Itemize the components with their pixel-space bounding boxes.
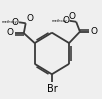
Text: O: O [7, 29, 14, 37]
Text: O: O [12, 18, 19, 27]
Text: O: O [69, 12, 76, 21]
Text: methoxy: methoxy [52, 19, 68, 23]
Text: methoxy: methoxy [2, 20, 17, 24]
Text: O: O [62, 16, 69, 25]
Text: O: O [90, 27, 97, 36]
Text: Br: Br [47, 84, 57, 94]
Text: O: O [26, 14, 33, 23]
